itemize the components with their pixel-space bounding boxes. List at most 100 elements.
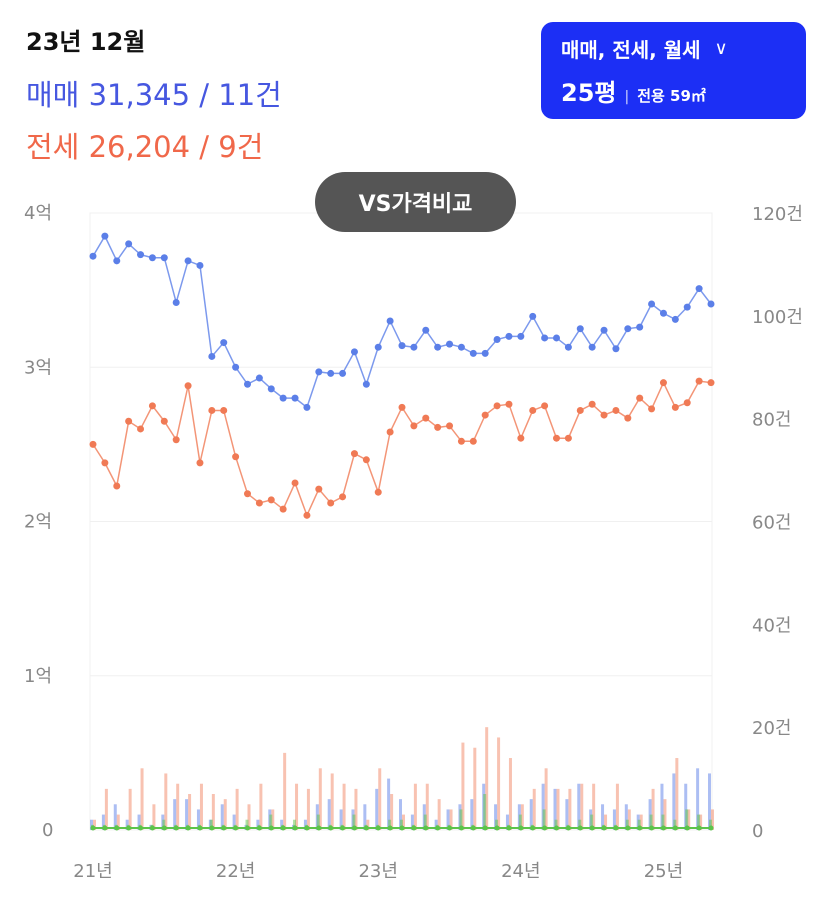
volume-bar-jeonse xyxy=(639,814,643,830)
monthly-point xyxy=(708,825,714,831)
volume-bar-sale xyxy=(553,788,557,830)
price-series-jeonse xyxy=(89,377,715,519)
price-point-jeonse xyxy=(315,485,323,493)
price-point-sale xyxy=(327,369,335,377)
price-point-jeonse xyxy=(279,505,287,513)
volume-bars-jeonse xyxy=(93,727,714,830)
volume-bar-sale xyxy=(232,814,236,830)
volume-bar-jeonse xyxy=(413,783,417,830)
y-right-tick-label: 40건 xyxy=(752,615,791,636)
deal-types-label: 매매, 전세, 월세 xyxy=(561,38,701,62)
price-point-sale xyxy=(648,300,656,308)
volume-bar-monthly xyxy=(637,819,641,830)
area-label: 전용 59㎡ xyxy=(637,87,706,105)
price-point-sale xyxy=(220,339,228,347)
volume-bar-jeonse xyxy=(485,727,489,830)
y-left-tick-label: 0 xyxy=(42,820,53,841)
y-left-tick-label: 1억 xyxy=(24,666,52,687)
monthly-point xyxy=(649,825,655,831)
volume-bar-jeonse xyxy=(235,788,239,830)
price-point-sale xyxy=(564,343,572,351)
monthly-point xyxy=(530,825,536,831)
price-point-sale xyxy=(624,325,632,333)
price-point-jeonse xyxy=(220,406,228,414)
volume-bar-monthly xyxy=(483,794,487,830)
volume-bar-sale xyxy=(220,804,224,830)
price-point-sale xyxy=(125,240,133,248)
monthly-point xyxy=(280,825,286,831)
selected-month: 23년 12월 xyxy=(26,28,146,56)
price-point-jeonse xyxy=(113,482,121,490)
monthly-point xyxy=(197,825,203,831)
price-point-sale xyxy=(469,349,477,357)
x-tick-label: 25년 xyxy=(644,861,683,882)
y-left-tick-label: 2억 xyxy=(24,512,52,533)
volume-bar-sale xyxy=(624,804,628,830)
volume-bar-jeonse xyxy=(283,752,287,830)
monthly-point xyxy=(637,825,643,831)
deal-type-filter-button[interactable]: 매매, 전세, 월세 ∨ 25평 | 전용 59㎡ xyxy=(541,22,806,119)
monthly-point xyxy=(625,825,631,831)
price-point-sale xyxy=(148,254,156,262)
volume-bar-jeonse xyxy=(164,773,168,830)
price-point-jeonse xyxy=(244,490,251,498)
volume-bar-monthly xyxy=(673,819,677,830)
price-point-jeonse xyxy=(398,403,406,411)
price-point-jeonse xyxy=(148,402,156,410)
monthly-point xyxy=(102,825,108,831)
volume-bar-jeonse xyxy=(711,809,714,830)
price-point-jeonse xyxy=(659,379,667,387)
price-point-jeonse xyxy=(125,417,133,425)
volume-bar-monthly xyxy=(400,819,403,830)
monthly-point xyxy=(554,825,559,831)
volume-bar-sale xyxy=(137,814,141,830)
vs-price-compare-button[interactable]: VS가격비교 xyxy=(315,172,516,232)
monthly-point xyxy=(375,825,381,831)
volume-bar-jeonse xyxy=(211,794,215,830)
price-point-sale xyxy=(386,317,394,325)
monthly-point xyxy=(221,825,227,831)
volume-bar-sale xyxy=(684,783,688,830)
price-point-sale xyxy=(244,380,251,388)
monthly-point xyxy=(268,825,274,831)
price-point-jeonse xyxy=(636,394,644,402)
volume-bar-sale xyxy=(672,773,676,830)
x-tick-label: 21년 xyxy=(73,861,112,882)
volume-bar-jeonse xyxy=(128,788,132,830)
volume-bar-jeonse xyxy=(461,742,465,830)
monthly-point xyxy=(149,825,155,831)
monthly-point xyxy=(482,825,488,831)
volume-bar-jeonse xyxy=(247,804,251,830)
monthly-point xyxy=(363,825,369,831)
price-point-sale xyxy=(89,252,97,260)
price-point-jeonse xyxy=(505,400,513,408)
monthly-point xyxy=(494,825,500,831)
volume-bar-jeonse xyxy=(497,737,501,830)
volume-bar-monthly xyxy=(495,819,499,830)
monthly-point xyxy=(126,825,132,831)
volume-bar-sale xyxy=(375,788,379,830)
monthly-point xyxy=(696,825,702,831)
volume-bar-monthly xyxy=(293,819,297,830)
price-point-jeonse xyxy=(362,456,370,464)
volume-bar-monthly xyxy=(269,814,273,830)
volume-bar-monthly xyxy=(542,809,546,830)
monthly-point xyxy=(185,825,191,831)
volume-bar-monthly xyxy=(245,819,249,830)
volume-bar-jeonse xyxy=(259,783,263,830)
price-point-jeonse xyxy=(255,499,263,507)
price-point-jeonse xyxy=(350,450,358,458)
price-point-jeonse xyxy=(291,479,299,487)
price-point-jeonse xyxy=(339,493,347,501)
monthly-point xyxy=(173,825,179,831)
monthly-point xyxy=(601,825,607,831)
monthly-point xyxy=(589,825,595,831)
price-point-sale xyxy=(410,343,418,351)
price-point-sale xyxy=(659,309,667,317)
price-point-jeonse xyxy=(267,496,275,504)
volume-bar-jeonse xyxy=(318,768,322,830)
monthly-point xyxy=(256,825,262,831)
volume-bar-monthly xyxy=(649,814,653,830)
price-point-jeonse xyxy=(612,406,620,414)
